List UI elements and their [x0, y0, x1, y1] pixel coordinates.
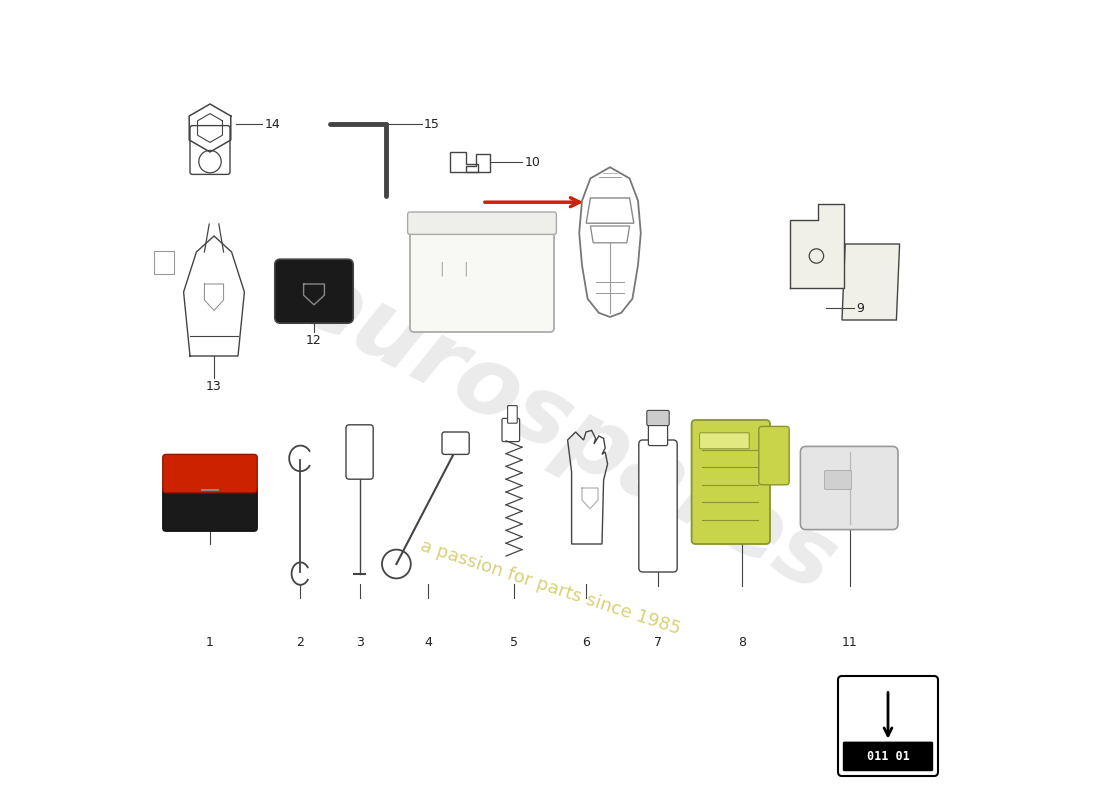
FancyBboxPatch shape [502, 418, 519, 442]
FancyBboxPatch shape [647, 410, 669, 426]
Text: |: | [464, 261, 469, 275]
Text: 1: 1 [206, 636, 213, 649]
FancyBboxPatch shape [700, 433, 749, 449]
Text: 011 01: 011 01 [867, 750, 910, 763]
Text: 8: 8 [738, 636, 746, 649]
FancyBboxPatch shape [275, 259, 353, 323]
Text: 11: 11 [843, 636, 858, 649]
Text: 2: 2 [297, 636, 305, 649]
FancyBboxPatch shape [843, 742, 933, 771]
Text: 5: 5 [510, 636, 518, 649]
Text: 10: 10 [525, 156, 540, 169]
Text: 9: 9 [857, 302, 865, 314]
FancyBboxPatch shape [163, 454, 257, 493]
FancyBboxPatch shape [410, 220, 554, 332]
Polygon shape [790, 204, 844, 288]
FancyBboxPatch shape [692, 420, 770, 544]
FancyBboxPatch shape [163, 486, 257, 531]
Text: 12: 12 [306, 334, 322, 346]
FancyBboxPatch shape [759, 426, 789, 485]
FancyBboxPatch shape [824, 470, 851, 490]
Text: 14: 14 [264, 118, 280, 130]
FancyBboxPatch shape [346, 425, 373, 479]
FancyBboxPatch shape [639, 440, 678, 572]
Text: 7: 7 [654, 636, 662, 649]
Text: 4: 4 [425, 636, 432, 649]
Text: a passion for parts since 1985: a passion for parts since 1985 [418, 538, 682, 638]
FancyBboxPatch shape [838, 676, 938, 776]
Text: |: | [440, 261, 444, 275]
Text: 3: 3 [355, 636, 363, 649]
FancyBboxPatch shape [408, 212, 557, 234]
Text: 15: 15 [424, 118, 440, 130]
Polygon shape [842, 244, 900, 320]
FancyBboxPatch shape [507, 406, 517, 423]
FancyBboxPatch shape [801, 446, 898, 530]
Text: 13: 13 [206, 380, 222, 393]
Polygon shape [184, 236, 244, 356]
FancyBboxPatch shape [442, 432, 470, 454]
Text: eurospares: eurospares [280, 251, 851, 613]
Text: 6: 6 [582, 636, 590, 649]
FancyBboxPatch shape [648, 420, 668, 446]
FancyBboxPatch shape [190, 126, 230, 174]
